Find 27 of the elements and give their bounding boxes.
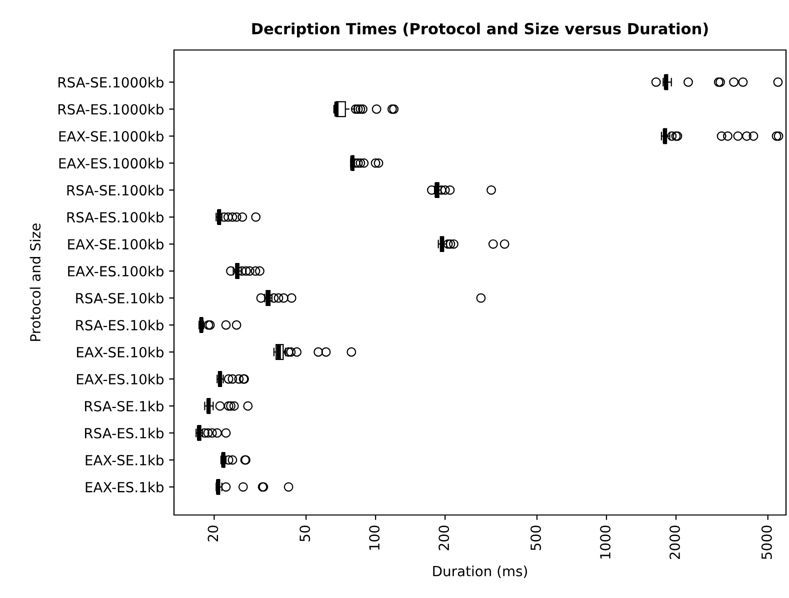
x-tick-label: 100 bbox=[369, 526, 380, 550]
y-tick-label: RSA-SE.1000kb bbox=[58, 76, 164, 88]
y-tick-label: EAX-ES.1kb bbox=[86, 482, 164, 492]
y-tick-label: RSA-ES.10kb bbox=[76, 320, 164, 330]
x-axis-title: Duration (ms) bbox=[433, 566, 527, 578]
x-tick-label: 50 bbox=[300, 526, 310, 542]
x-tick-label: 2000 bbox=[670, 526, 680, 560]
x-tick-label: 200 bbox=[438, 526, 450, 550]
y-tick-label: EAX-ES.1000kb bbox=[59, 158, 164, 169]
y-tick-label: EAX-SE.10kb bbox=[76, 346, 164, 358]
x-tick-label: 500 bbox=[530, 526, 541, 550]
x-tick-label: 20 bbox=[208, 526, 218, 542]
x-tick-label: 5000 bbox=[761, 526, 772, 559]
x-tick-label: 1000 bbox=[600, 526, 611, 559]
y-tick-label: RSA-SE.10kb bbox=[76, 292, 164, 304]
y-axis-title: Protocol and Size bbox=[30, 224, 41, 341]
y-tick-label: EAX-SE.100kb bbox=[68, 238, 164, 250]
y-tick-label: EAX-SE.1kb bbox=[86, 454, 164, 466]
y-tick-label: EAX-ES.100kb bbox=[68, 266, 164, 277]
y-tick-label: RSA-ES.1000kb bbox=[58, 104, 164, 115]
y-tick-label: RSA-ES.1kb bbox=[85, 428, 164, 438]
y-tick-label: EAX-ES.10kb bbox=[76, 374, 164, 384]
y-tick-label: EAX-SE.1000kb bbox=[59, 130, 164, 142]
y-tick-label: RSA-SE.1kb bbox=[85, 400, 164, 412]
y-tick-label: RSA-ES.100kb bbox=[67, 212, 164, 223]
chart-title: Decription Times (Protocol and Size versus Duration) bbox=[252, 22, 708, 38]
y-tick-label: RSA-SE.100kb bbox=[67, 184, 164, 196]
